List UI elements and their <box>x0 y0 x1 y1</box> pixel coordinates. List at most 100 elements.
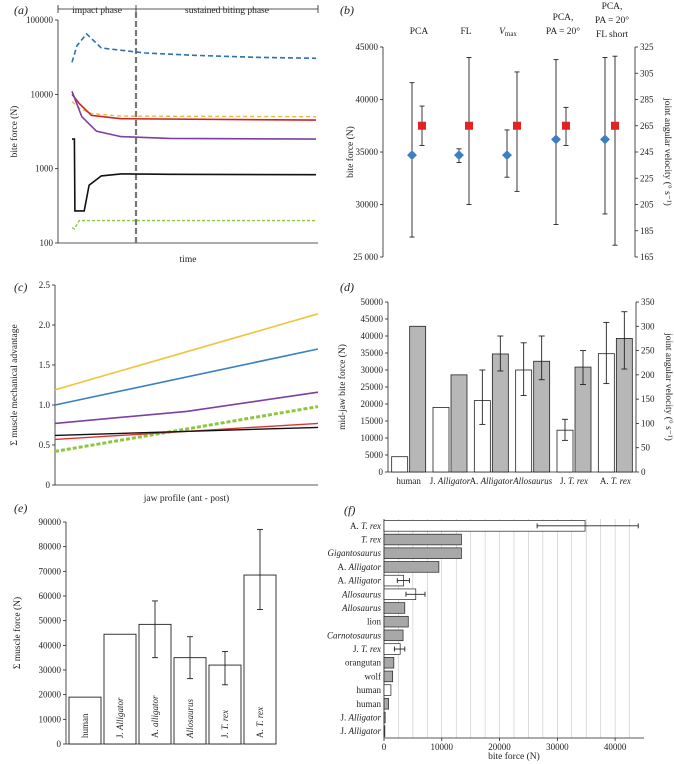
category-label-f: A. Alligator <box>337 562 381 572</box>
series-line-c-0 <box>54 313 319 391</box>
category-label-d: A. T. rex <box>600 476 631 486</box>
category-label-f: Gigantosaurus <box>327 548 381 558</box>
y-axis-label-a: bite force (N) <box>9 106 20 158</box>
y-tick-label-a: 100 <box>40 238 54 248</box>
y-tick-label-e: 60000 <box>39 591 62 601</box>
y2-tick-label-d: 0 <box>641 467 646 477</box>
y-tick-label-d: 50000 <box>361 297 384 307</box>
y-tick-label-e: 20000 <box>39 690 62 700</box>
x-axis-label-f: bite force (N) <box>488 751 540 762</box>
y-tick-label-a: 100000 <box>26 15 54 25</box>
category-label-b: PCA <box>410 27 429 37</box>
y-tick-label-c: 2.0 <box>39 320 51 330</box>
category-label-f: Carnotosaurus <box>327 630 382 640</box>
panel-label-e: (e) <box>14 501 27 515</box>
y-tick-label-b: 40000 <box>356 95 379 105</box>
x-tick-label-f: 10000 <box>431 742 454 752</box>
y2-tick-label-b: 205 <box>640 200 654 210</box>
panel-label-b: (b) <box>340 3 354 17</box>
category-label-e: Allosaurus <box>185 698 195 739</box>
category-label-f: wolf <box>365 671 382 681</box>
series-line-a-5 <box>71 219 316 230</box>
panel-label-f: (f) <box>344 503 355 517</box>
y2-tick-label-b: 325 <box>640 42 654 52</box>
y-tick-label-e: 50000 <box>39 616 62 626</box>
series-line-c-2 <box>54 391 319 425</box>
x-tick-label-f: 30000 <box>546 742 569 752</box>
category-label-b: PCA, <box>602 2 623 12</box>
y-tick-label-b: 45000 <box>356 42 379 52</box>
y-tick-label-d: 20000 <box>361 399 384 409</box>
y-axis-label-c: Σ muscle mechanical advantage <box>10 324 20 445</box>
bar-f <box>383 547 462 559</box>
y-tick-label-d: 5000 <box>365 450 384 460</box>
y-tick-label-d: 10000 <box>361 433 384 443</box>
y-tick-label-e: 70000 <box>39 566 62 576</box>
bar-d-velocity <box>450 374 468 473</box>
y2-axis-label-d: joint angular velocity (° s⁻¹) <box>663 332 674 441</box>
y2-tick-label-b: 225 <box>640 173 654 183</box>
data-point-b-velocity <box>513 121 521 130</box>
y-tick-label-a: 1000 <box>35 164 54 174</box>
category-label-f: human <box>357 699 382 709</box>
data-point-b-force <box>502 150 512 161</box>
category-label-b: FL short <box>596 30 628 40</box>
category-label-f: J. Alligator <box>340 726 381 736</box>
phase-label-sustained: sustained biting phase <box>185 6 269 16</box>
y-tick-label-b: 30000 <box>356 200 379 210</box>
y-axis-label-e: Σ muscle force (N) <box>12 597 23 669</box>
y-tick-label-d: 0 <box>379 467 384 477</box>
bar-f <box>383 684 392 696</box>
category-label-e: A. alligator <box>150 695 160 738</box>
series-line-a-4 <box>72 138 317 212</box>
y2-axis-label-b: joint angular velocity (° s⁻¹) <box>662 97 673 206</box>
bar-f <box>383 725 386 737</box>
x-tick-label-f: 20000 <box>488 742 511 752</box>
y-tick-label-e: 0 <box>57 739 62 749</box>
y-tick-label-c: 0.5 <box>39 440 51 450</box>
category-label-f: T. rex <box>361 535 381 545</box>
y-tick-label-e: 80000 <box>39 542 62 552</box>
series-line-c-3 <box>54 405 319 453</box>
bar-f <box>383 657 395 669</box>
bar-e <box>68 696 102 745</box>
data-point-b-force <box>600 134 610 145</box>
category-label-d: human <box>396 476 421 486</box>
series-line-c-1 <box>54 348 319 406</box>
category-label-b: Vmax <box>499 27 517 38</box>
bar-f <box>383 561 440 573</box>
y-tick-label-e: 30000 <box>39 665 62 675</box>
category-label-d: J. T. rex <box>560 476 588 486</box>
y2-tick-label-d: 50 <box>641 443 651 453</box>
series-line-c-5 <box>54 426 319 437</box>
category-label-f: A. Alligator <box>337 576 381 586</box>
y2-tick-label-b: 185 <box>640 226 654 236</box>
category-label-f: orangutan <box>345 658 381 668</box>
bar-f <box>383 698 389 710</box>
y-tick-label-c: 1.5 <box>39 360 51 370</box>
bar-d-velocity <box>491 353 509 473</box>
category-label-e: human <box>80 713 90 738</box>
bar-d-force <box>432 406 450 473</box>
y-tick-label-c: 2.5 <box>39 280 51 290</box>
category-label-b: PA = 20° <box>595 15 629 26</box>
y-tick-label-e: 10000 <box>39 714 62 724</box>
data-point-b-velocity <box>562 121 570 130</box>
category-label-b: PCA, <box>553 13 574 23</box>
x-axis-label-c: jaw profile (ant - post) <box>143 493 229 504</box>
category-label-f: J. Alligator <box>340 712 381 722</box>
data-point-b-force <box>407 150 417 161</box>
series-line-a-3 <box>71 91 317 140</box>
y2-tick-label-b: 305 <box>640 68 654 78</box>
bar-d-force <box>391 456 409 473</box>
bar-f <box>383 615 409 628</box>
bar-f <box>383 533 462 546</box>
bar-e <box>103 633 137 745</box>
category-label-f: human <box>357 685 382 695</box>
y2-tick-label-b: 165 <box>640 252 654 262</box>
category-label-e: J. Alligator <box>115 697 125 738</box>
y-tick-label-d: 45000 <box>361 314 384 324</box>
data-point-b-force <box>454 150 464 161</box>
category-label-f: J. T. rex <box>353 644 381 654</box>
